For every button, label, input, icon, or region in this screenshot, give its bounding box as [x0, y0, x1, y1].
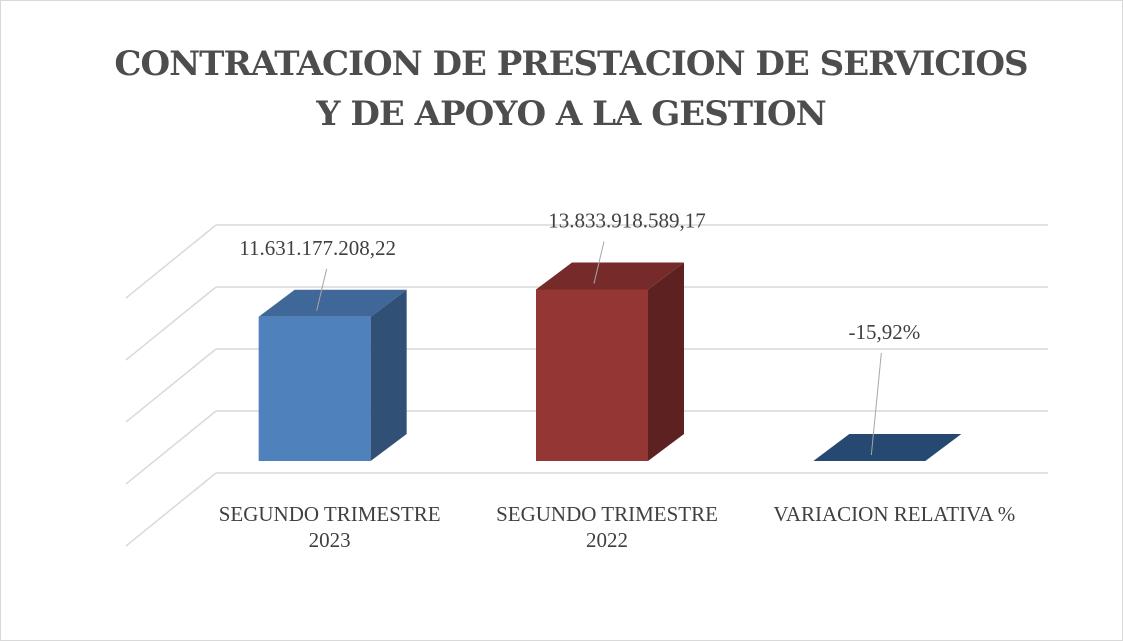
bar-side [370, 289, 407, 461]
chart-title: CONTRATACION DE PRESTACION DE SERVICIOS … [114, 44, 1028, 134]
x-tick-label: SEGUNDO TRIMESTRE 2023 [218, 502, 441, 552]
data-label: 11.631.177.208,22 [239, 236, 396, 260]
grid-line [125, 286, 217, 361]
data-label: 13.833.918.589,17 [548, 208, 706, 232]
grid-line [125, 410, 217, 485]
bar [536, 289, 648, 461]
bar-top [258, 289, 407, 317]
bar-side [648, 262, 684, 461]
leader-line [316, 268, 328, 311]
grid-line [125, 472, 217, 547]
data-label: -15,92% [848, 320, 920, 344]
bar [258, 316, 371, 461]
bar-top [536, 262, 684, 290]
bar-top [813, 434, 962, 461]
leader-line [870, 352, 882, 456]
leader-line [593, 241, 605, 284]
x-tick-label: SEGUNDO TRIMESTRE 2022 [496, 502, 718, 552]
grid-line [125, 348, 217, 423]
grid-line [125, 224, 217, 299]
x-tick-label: VARIACION RELATIVA % [773, 502, 1016, 526]
